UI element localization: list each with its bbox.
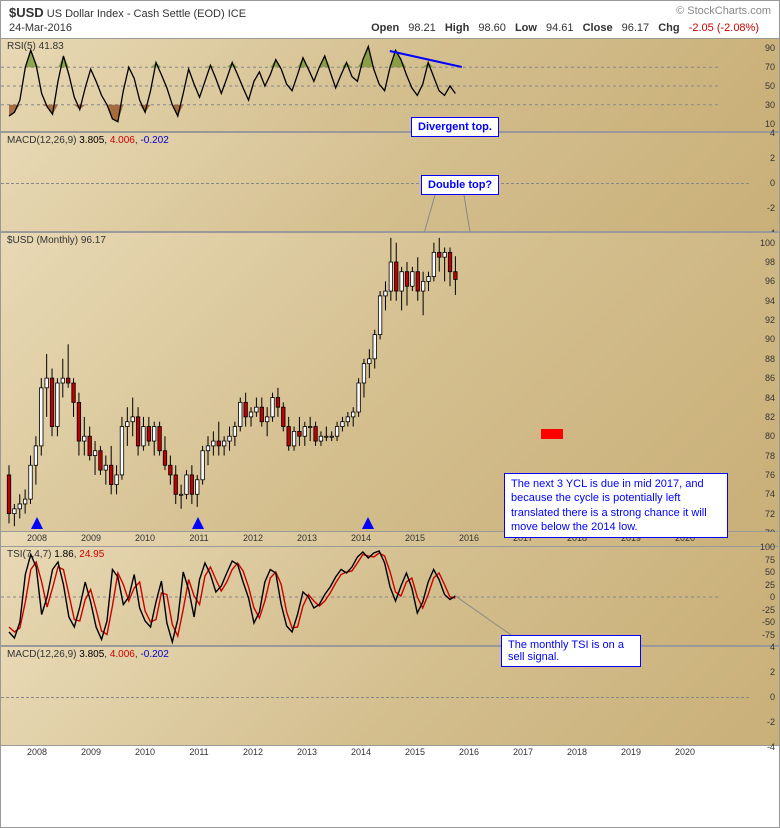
low-value: 94.61 [546, 22, 574, 34]
date-label: 24-Mar-2016 [9, 22, 72, 34]
chg-label: Chg [658, 22, 679, 34]
tsi-panel: TSI(7,4,7) 1.86, 24.95 -75-50-2502550751… [1, 546, 779, 646]
macd-bottom-y-axis: -4-2024 [749, 647, 777, 745]
attribution-label: © StockCharts.com [676, 5, 771, 17]
price-label: $USD (Monthly) 96.17 [7, 235, 106, 246]
open-value: 98.21 [408, 22, 436, 34]
price-panel: $USD (Monthly) 96.17 7072747678808284868… [1, 232, 779, 532]
high-label: High [445, 22, 469, 34]
ohlc-row: 24-Mar-2016 Open 98.21 High 98.60 Low 94… [9, 22, 771, 34]
symbol-label: $USD [9, 5, 44, 20]
chart-header: © StockCharts.com $USD US Dollar Index -… [1, 1, 779, 38]
cycle-low-arrow-icon [362, 517, 374, 529]
rsi-y-axis: 1030507090 [749, 39, 777, 131]
rsi-panel: RSI(5) 41.83 1030507090 [1, 38, 779, 132]
annotation-ycl: The next 3 YCL is due in mid 2017, and b… [504, 473, 728, 538]
annotation-tsi: The monthly TSI is on a sell signal. [501, 635, 641, 667]
open-label: Open [371, 22, 399, 34]
x-axis-bottom: 2008200920102011201220132014201520162017… [1, 746, 779, 760]
macd-bottom-panel: MACD(12,26,9) 3.805, 4.006, -0.202 -4-20… [1, 646, 779, 746]
annotation-divergent-top: Divergent top. [411, 117, 499, 137]
macd-bottom-label: MACD(12,26,9) 3.805, 4.006, -0.202 [7, 649, 169, 660]
close-value: 96.17 [622, 22, 650, 34]
tsi-plot [1, 547, 749, 645]
high-value: 98.60 [478, 22, 506, 34]
chart-container: © StockCharts.com $USD US Dollar Index -… [0, 0, 780, 828]
cycle-low-arrow-icon [192, 517, 204, 529]
tsi-label: TSI(7,4,7) 1.86, 24.95 [7, 549, 104, 560]
chg-value: -2.05 (-2.08%) [689, 22, 759, 34]
tsi-y-axis: -75-50-250255075100 [749, 547, 777, 645]
macd-top-panel: MACD(12,26,9) 3.805, 4.006, -0.202 -4-20… [1, 132, 779, 232]
rsi-plot [1, 39, 749, 131]
target-zone-marker [541, 429, 563, 439]
macd-top-y-axis: -4-2024 [749, 133, 777, 231]
description-label: US Dollar Index - Cash Settle (EOD) ICE [47, 8, 246, 20]
rsi-label: RSI(5) 41.83 [7, 41, 64, 52]
cycle-low-arrow-icon [31, 517, 43, 529]
macd-top-label: MACD(12,26,9) 3.805, 4.006, -0.202 [7, 135, 169, 146]
price-y-axis: 707274767880828486889092949698100 [749, 233, 777, 531]
close-label: Close [583, 22, 613, 34]
annotation-double-top: Double top? [421, 175, 499, 195]
low-label: Low [515, 22, 537, 34]
macd-top-plot [1, 133, 749, 231]
